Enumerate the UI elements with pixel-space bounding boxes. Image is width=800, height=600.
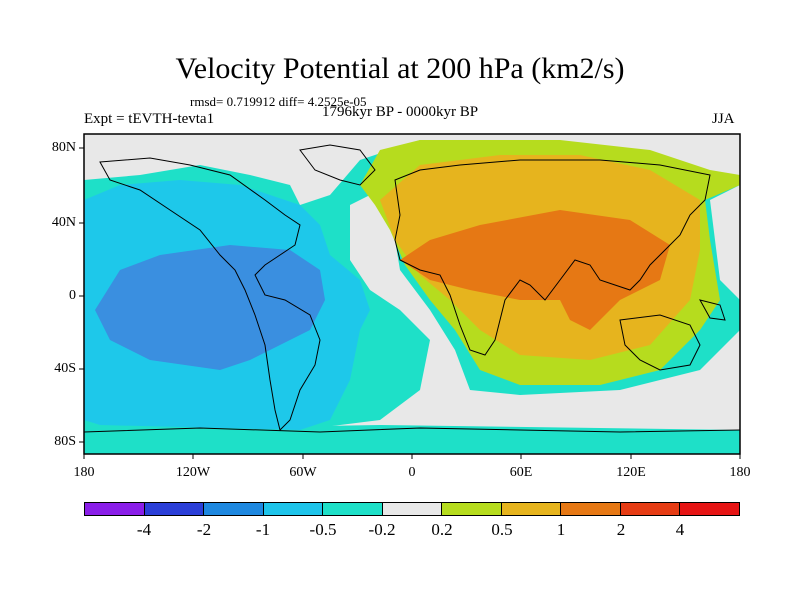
map-title: Velocity Potential at 200 hPa (km2/s) <box>175 52 625 85</box>
colorbar-segment <box>263 503 324 515</box>
colorbar-segment <box>382 503 443 515</box>
strong-negative-core <box>95 245 325 370</box>
colorbar-label: 0.2 <box>431 520 453 539</box>
colorbar-segment <box>501 503 562 515</box>
stats-line: rmsd= 0.719912 diff= 4.2525e-05 <box>190 94 367 109</box>
colorbar-segment <box>620 503 681 515</box>
experiment-label: Expt = tEVTH-tevta1 <box>84 111 215 127</box>
colorbar-segment <box>442 503 502 515</box>
colorbar-segment <box>204 503 264 515</box>
colorbar-label: 0.5 <box>491 520 513 539</box>
colorbar-label: -1 <box>255 520 271 539</box>
y-tick-label: 40S <box>54 361 76 376</box>
x-tick-label: 180 <box>729 465 751 480</box>
colorbar-label: -0.5 <box>309 520 337 539</box>
colorbar-segment <box>680 503 740 515</box>
x-tick-label: 120E <box>616 465 646 480</box>
neutral-east-edge <box>710 185 740 300</box>
season-label: JJA <box>712 111 735 127</box>
weak-negative-south-band <box>84 425 740 454</box>
colorbar-label: 1 <box>556 520 566 539</box>
colorbar <box>84 502 740 516</box>
colorbar-label: -4 <box>136 520 152 539</box>
x-tick-label: 0 <box>408 465 416 480</box>
colorbar-label: -0.2 <box>368 520 396 539</box>
y-tick-label: 80S <box>54 434 76 449</box>
axis-ticks <box>79 147 741 459</box>
x-tick-label: 60E <box>509 465 533 480</box>
period-label: 1796kyr BP - 0000kyr BP <box>322 104 479 120</box>
x-tick-label: 120W <box>175 465 211 480</box>
map-field <box>84 134 740 454</box>
colorbar-label: -2 <box>196 520 212 539</box>
colorbar-segment <box>561 503 621 515</box>
coastlines <box>84 144 740 433</box>
x-tick-label: 180 <box>73 465 95 480</box>
colorbar-label: 2 <box>616 520 626 539</box>
colorbar-segment <box>323 503 383 515</box>
y-tick-label: 80N <box>51 140 76 155</box>
x-tick-label: 60W <box>289 465 317 480</box>
neutral-atlantic-south <box>84 190 740 454</box>
strong-positive-core <box>400 210 670 330</box>
y-tick-label: 40N <box>51 215 76 230</box>
y-tick-label: 0 <box>69 288 76 303</box>
colorbar-label: 4 <box>675 520 685 539</box>
colorbar-segment <box>144 503 205 515</box>
colorbar-segment <box>85 503 145 515</box>
